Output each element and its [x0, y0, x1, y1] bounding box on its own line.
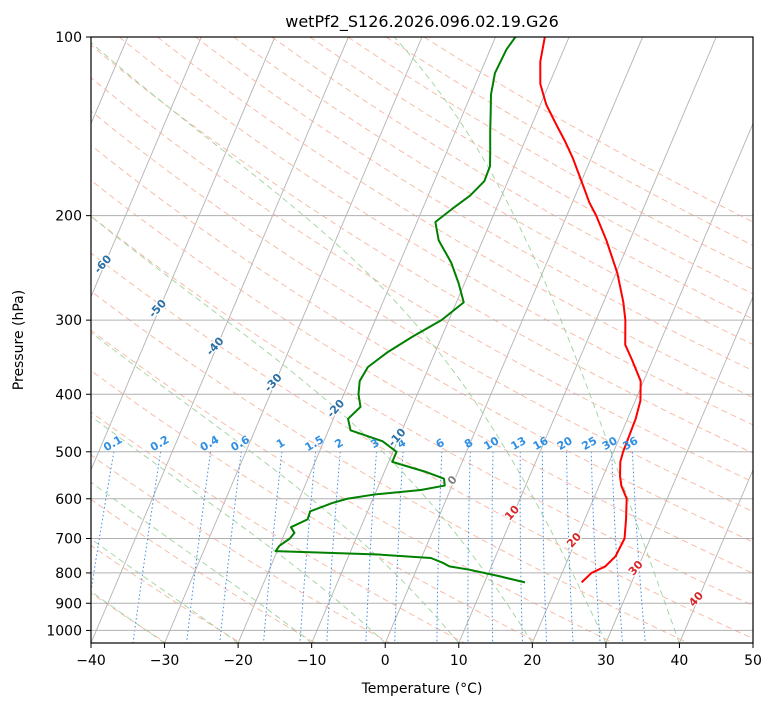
mixing-ratio-line	[491, 451, 494, 643]
series-line	[539, 37, 642, 584]
isotherm-line	[91, 37, 202, 298]
dry-adiabat	[91, 370, 540, 643]
y-axis-ticks: 100 200 300 400 500 600 700 800 900 1000	[46, 30, 91, 639]
y-tick-label: 900	[55, 596, 82, 612]
y-tick-label: 700	[55, 532, 82, 548]
mixing-ratio-line	[394, 451, 404, 643]
dry-adiabat	[157, 37, 753, 398]
isotherm-line	[679, 468, 753, 643]
mixing-ratio-line	[132, 451, 162, 643]
mixing-ratio-line	[519, 451, 523, 643]
dry-adiabat	[91, 44, 753, 454]
dry-adiabat	[91, 498, 316, 643]
y-tick-label: 1000	[46, 623, 82, 639]
x-tick-label: −30	[150, 653, 180, 669]
dry-adiabat	[233, 37, 753, 346]
dry-adiabat	[91, 411, 465, 643]
dry-adiabat	[309, 37, 753, 295]
dry-adiabat	[91, 215, 753, 606]
y-tick-label: 800	[55, 566, 82, 582]
x-tick-label: 50	[744, 653, 762, 669]
mixing-ratio-line	[541, 451, 548, 643]
plot-background	[91, 37, 753, 643]
isotherm-line	[91, 37, 276, 472]
x-tick-label: −40	[76, 653, 106, 669]
dry-adiabat	[91, 77, 753, 483]
mixing-ratio-line	[299, 451, 317, 643]
isotherm-line	[605, 295, 753, 643]
y-axis-title: Pressure (hPa)	[11, 290, 27, 390]
isotherm-line	[237, 37, 496, 643]
x-tick-label: 20	[523, 653, 541, 669]
x-tick-label: 0	[381, 653, 390, 669]
mixing-ratio-line	[186, 451, 212, 643]
mixing-ratio-line	[611, 451, 624, 643]
dry-adiabat	[91, 144, 753, 543]
x-axis-ticks: −40 −30 −20 −10 0 10 20 30 40 50	[76, 643, 762, 669]
dry-adiabat	[91, 290, 689, 643]
x-tick-label: 30	[597, 653, 615, 669]
isotherm-line	[311, 37, 570, 643]
mixing-ratio-line	[263, 451, 283, 643]
x-axis-title: Temperature (°C)	[361, 681, 483, 697]
x-tick-label: 40	[671, 653, 689, 669]
mixing-ratio-line	[436, 451, 443, 643]
moist-adiabat	[91, 590, 165, 643]
dry-adiabat	[119, 37, 753, 426]
x-tick-label: −10	[297, 653, 327, 669]
mixing-ratio-line	[467, 451, 471, 643]
x-tick-label: −20	[223, 653, 253, 669]
dry-adiabat	[91, 329, 614, 643]
isotherm-line	[164, 37, 423, 643]
pressure-gridlines	[91, 37, 753, 631]
profile-series	[274, 37, 642, 584]
mixing-ratio-line	[219, 451, 242, 643]
mixing-ratio-line	[590, 451, 601, 643]
chart-title: wetPf2_S126.2026.096.02.19.G26	[285, 12, 559, 32]
y-tick-label: 200	[55, 209, 82, 225]
y-tick-label: 400	[55, 387, 82, 403]
y-tick-label: 500	[55, 445, 82, 461]
isotherm-line	[384, 37, 644, 643]
moist-adiabat	[393, 37, 680, 643]
dry-adiabat	[271, 37, 753, 320]
dry-adiabat	[91, 252, 753, 640]
y-tick-label: 300	[55, 313, 82, 329]
isotherm-label: -80	[0, 163, 5, 187]
mixing-ratio-line	[631, 451, 646, 643]
mixing-ratio-line	[566, 451, 574, 643]
isotherm-line	[752, 641, 753, 643]
mixing-ratio-line	[365, 451, 377, 643]
y-tick-label: 100	[55, 30, 82, 46]
dry-adiabat	[195, 37, 753, 372]
isotherm-line	[91, 37, 349, 643]
moist-adiabat	[91, 42, 607, 643]
plot-frame	[90, 36, 754, 644]
dry-adiabat	[91, 179, 753, 574]
x-tick-label: 10	[450, 653, 468, 669]
moist-adiabat	[91, 331, 460, 643]
isotherm-line	[458, 37, 717, 643]
series-line	[274, 37, 526, 584]
dry-adiabat	[91, 110, 753, 513]
isotherm-line	[531, 122, 753, 643]
isotherm-line	[0, 37, 54, 643]
dry-adiabat	[91, 544, 241, 643]
mixing-ratio-line	[326, 451, 341, 643]
moist-adiabat	[91, 215, 533, 643]
moist-adiabat	[91, 415, 386, 643]
y-tick-label: 600	[55, 492, 82, 508]
background-lines	[0, 37, 753, 643]
